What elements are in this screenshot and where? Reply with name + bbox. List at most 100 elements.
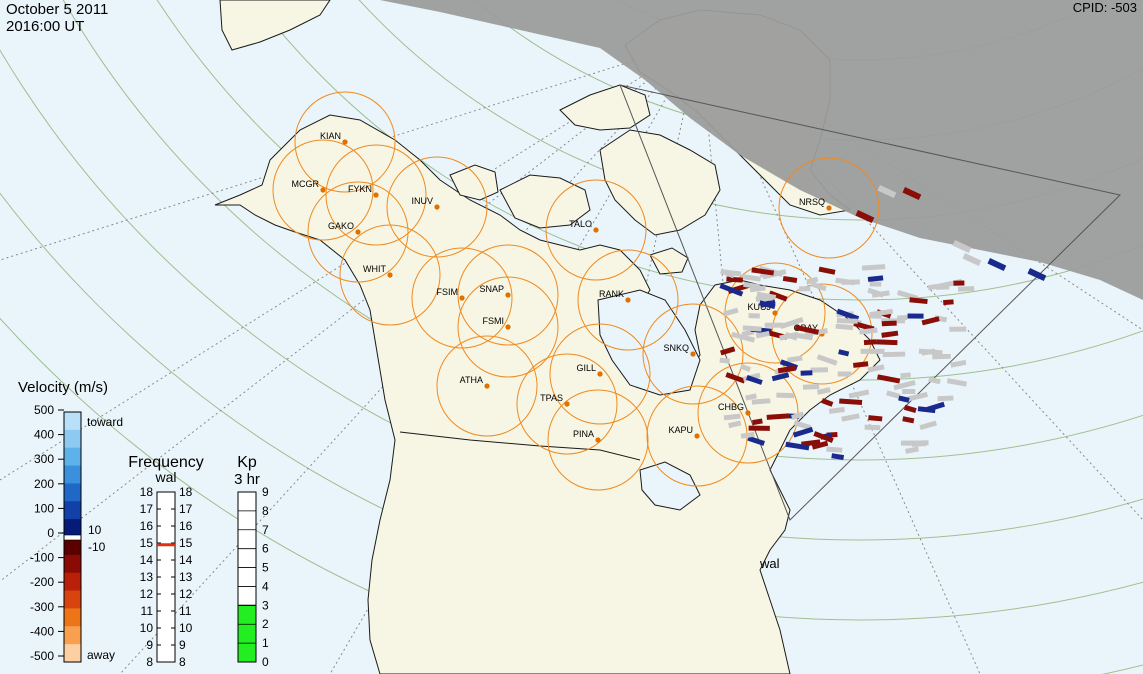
velocity-vector bbox=[810, 281, 827, 292]
velocity-vector bbox=[740, 431, 755, 439]
station-label: PINA bbox=[573, 429, 594, 439]
station-label: KAPU bbox=[668, 425, 693, 435]
fov-circle bbox=[549, 323, 651, 425]
velocity-vector bbox=[766, 413, 790, 420]
station-dot bbox=[826, 205, 832, 211]
velocity-vector bbox=[722, 269, 742, 277]
station-dot bbox=[505, 292, 511, 298]
velocity-vector bbox=[869, 281, 882, 287]
station-label: CHBG bbox=[718, 402, 744, 412]
night-region bbox=[380, 0, 1143, 300]
fov-circle bbox=[339, 224, 441, 326]
latitude-circle bbox=[358, 0, 1143, 221]
velocity-tick: 0 bbox=[47, 526, 54, 540]
velocity-vector bbox=[855, 209, 875, 224]
velocity-vector bbox=[759, 300, 776, 310]
velocity-tick: -400 bbox=[30, 624, 54, 638]
velocity-vector bbox=[867, 275, 884, 282]
velocity-vector bbox=[748, 313, 760, 319]
velocity-tick: 400 bbox=[34, 428, 54, 442]
latitude-circle bbox=[0, 48, 1143, 541]
velocity-color-segment bbox=[64, 644, 81, 663]
velocity-vector bbox=[810, 367, 829, 373]
velocity-color-segment bbox=[64, 412, 81, 431]
velocity-vector bbox=[751, 398, 771, 405]
velocity-vector bbox=[859, 327, 878, 335]
station-dot bbox=[593, 227, 599, 233]
fov-circle bbox=[436, 335, 538, 437]
velocity-tick: 100 bbox=[34, 501, 54, 515]
velocity-color-segment bbox=[64, 429, 81, 449]
fov-circle bbox=[307, 181, 409, 283]
velocity-vector bbox=[853, 361, 869, 368]
velocity-vector bbox=[898, 395, 910, 403]
station-label: SNKQ bbox=[663, 343, 689, 353]
fov-circle bbox=[294, 91, 396, 193]
map-date: October 5 2011 bbox=[6, 1, 108, 18]
fov-circle bbox=[411, 247, 513, 349]
fov-circle bbox=[577, 249, 679, 351]
velocity-vector bbox=[903, 404, 917, 414]
velocity-vector bbox=[987, 257, 1007, 272]
velocity-vector bbox=[831, 453, 845, 461]
velocity-vector bbox=[949, 326, 967, 332]
fov-circle bbox=[457, 276, 559, 378]
station-dot bbox=[434, 204, 440, 210]
velocity-vector bbox=[751, 267, 775, 276]
velocity-vector bbox=[796, 332, 813, 341]
velocity-vector bbox=[755, 330, 770, 339]
velocity-vector bbox=[779, 317, 804, 329]
velocity-vector bbox=[937, 395, 954, 402]
velocity-color-segment bbox=[64, 537, 81, 556]
frequency-tick-right: 17 bbox=[179, 502, 193, 516]
velocity-vector bbox=[725, 372, 746, 384]
velocity-vector bbox=[881, 320, 897, 327]
velocity-vector bbox=[882, 351, 906, 358]
velocity-color-segment bbox=[64, 519, 81, 538]
velocity-vector bbox=[728, 420, 742, 429]
velocity-vector bbox=[907, 391, 929, 402]
velocity-vector bbox=[792, 426, 814, 438]
velocity-tick: -100 bbox=[30, 551, 54, 565]
velocity-vector bbox=[838, 349, 850, 357]
velocity-colorbar-frame bbox=[63, 411, 82, 663]
wal-field-of-view bbox=[619, 84, 1122, 521]
velocity-vector bbox=[752, 418, 763, 426]
velocity-tick-labels: 500 400 300 200 100 0 -100 -200 -300 -400 -500 bbox=[30, 403, 64, 663]
velocity-color-segment bbox=[64, 608, 81, 627]
velocity-vector bbox=[811, 440, 829, 450]
velocity-color-segment bbox=[64, 483, 81, 502]
velocity-color-segment bbox=[64, 447, 81, 467]
velocity-vector bbox=[837, 371, 852, 377]
velocity-vector bbox=[742, 325, 762, 332]
frequency-tick-right: 15 bbox=[179, 536, 193, 550]
velocity-vector bbox=[953, 280, 965, 286]
frequency-tick-left: 9 bbox=[146, 638, 153, 652]
station-label: FYKN bbox=[348, 184, 372, 194]
velocity-color-segment bbox=[64, 465, 81, 484]
great-lakes bbox=[639, 461, 701, 511]
frequency-tick-right: 12 bbox=[179, 587, 193, 601]
velocity-zero-band bbox=[63, 534, 82, 541]
velocity-tick: 500 bbox=[34, 403, 54, 417]
velocity-mid-upper: 10 bbox=[88, 523, 102, 537]
velocity-tick: 200 bbox=[34, 477, 54, 491]
velocity-vector bbox=[932, 353, 951, 360]
velocity-vector bbox=[771, 372, 790, 382]
velocity-vector bbox=[1027, 267, 1047, 282]
velocity-toward-label: toward bbox=[87, 415, 123, 429]
banks-island bbox=[449, 164, 499, 201]
velocity-vector bbox=[927, 282, 945, 291]
frequency-tick-right: 8 bbox=[179, 655, 186, 669]
frequency-tick-right: 14 bbox=[179, 553, 193, 567]
velocity-vector bbox=[806, 276, 819, 285]
frequency-tick-left: 15 bbox=[140, 536, 154, 550]
station-dot bbox=[505, 324, 511, 330]
velocity-vector bbox=[867, 364, 885, 373]
latitude-circle bbox=[254, 0, 1143, 301]
radar-label-wal: wal bbox=[759, 556, 780, 571]
velocity-vector bbox=[749, 285, 766, 293]
frequency-tick-right: 16 bbox=[179, 519, 193, 533]
station-dot bbox=[484, 383, 490, 389]
frequency-scale: Frequency wal 18 18 17 17 16 16 15 15 14 14 13 13 12… bbox=[128, 454, 204, 669]
